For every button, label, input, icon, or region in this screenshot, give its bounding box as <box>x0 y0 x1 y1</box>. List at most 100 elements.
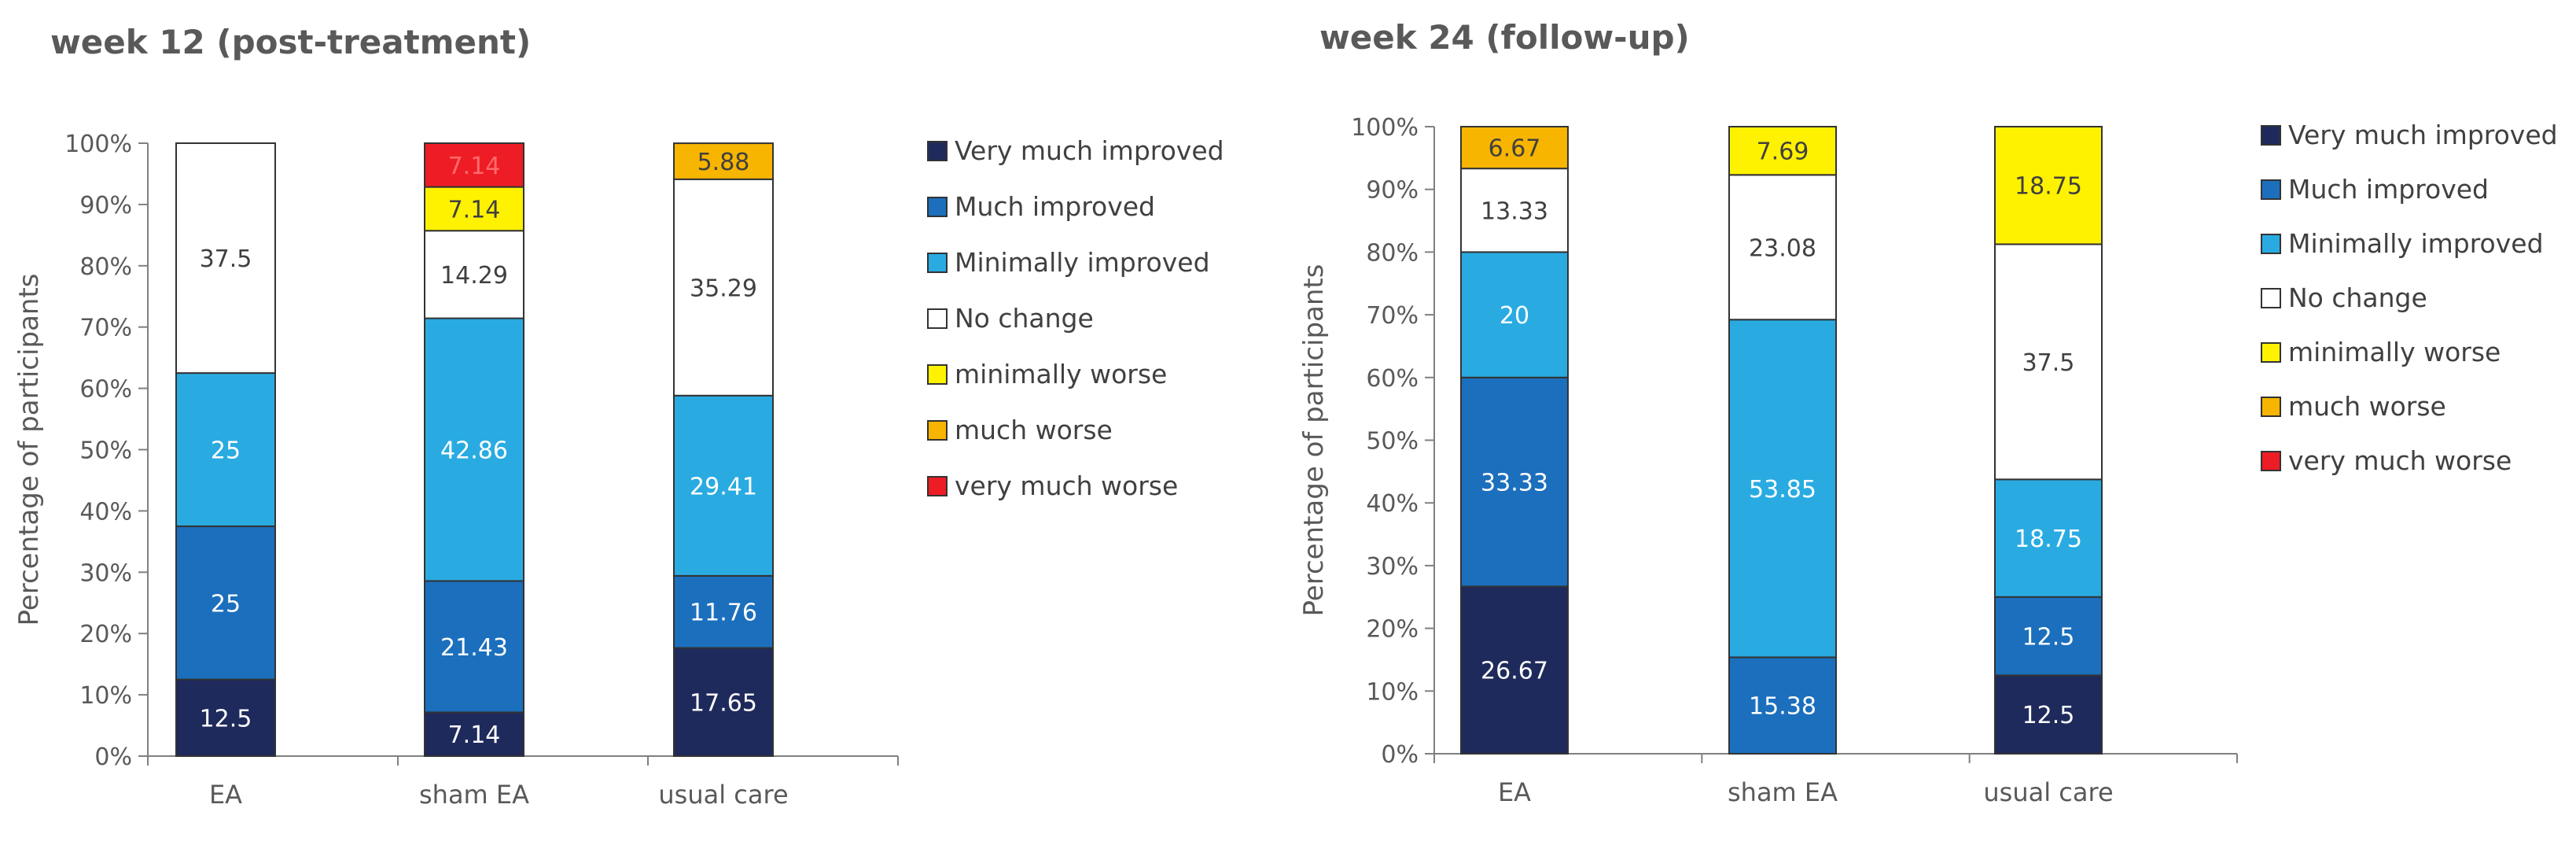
legend-entry: Much improved <box>2261 174 2489 205</box>
legend-swatch <box>927 308 948 329</box>
bar-segment <box>175 142 276 375</box>
data-label: 7.14 <box>448 196 501 223</box>
legend-swatch <box>927 197 948 217</box>
legend-swatch <box>2261 234 2281 254</box>
bar-segment <box>1460 126 1569 170</box>
bar-segment <box>1728 126 1837 176</box>
bar-segment <box>673 142 774 180</box>
y-tick-label: 40% <box>79 498 132 526</box>
legend-entry: minimally worse <box>2261 337 2501 367</box>
legend-label: No change <box>2288 282 2427 313</box>
y-tick-label: 80% <box>1366 239 1419 267</box>
legend-entry: much worse <box>927 415 1113 445</box>
y-tick-label: 60% <box>79 376 132 404</box>
data-label: 26.67 <box>1481 658 1548 685</box>
x-category-label: sham EA <box>1728 777 1838 807</box>
data-label: 18.75 <box>2015 526 2082 553</box>
bar-segment <box>673 178 774 397</box>
data-label: 7.14 <box>448 153 501 180</box>
data-label: 11.76 <box>690 600 757 627</box>
y-axis-title: Percentage of participants <box>13 274 45 626</box>
chart-title: week 12 (post-treatment) <box>50 23 531 61</box>
y-tick-label: 30% <box>79 559 132 587</box>
data-label: 17.65 <box>690 689 757 717</box>
legend-entry: very much worse <box>927 470 1178 501</box>
data-label: 14.29 <box>440 262 508 290</box>
data-label: 12.5 <box>2022 702 2075 729</box>
bar-segment <box>1994 243 2103 481</box>
bar-segment <box>175 372 276 527</box>
x-category-label: EA <box>209 780 242 810</box>
legend-label: very much worse <box>2288 445 2512 476</box>
y-tick-label: 30% <box>1366 553 1419 581</box>
bar-segment <box>673 394 774 577</box>
y-tick-label: 40% <box>1366 490 1419 518</box>
data-label: 53.85 <box>1749 476 1816 504</box>
legend-entry: Very much improved <box>2261 120 2558 150</box>
data-label: 15.38 <box>1749 693 1816 721</box>
legend-entry: No change <box>927 303 1094 334</box>
data-label: 5.88 <box>697 149 750 176</box>
bar-segment <box>1994 126 2103 245</box>
bar-segment <box>1460 376 1569 588</box>
bar-segment <box>1460 251 1569 378</box>
legend-label: very much worse <box>955 470 1178 501</box>
data-label: 25 <box>211 437 241 465</box>
bar-segment <box>424 711 524 757</box>
legend-label: Very much improved <box>955 135 1224 166</box>
y-tick-label: 60% <box>1366 365 1419 393</box>
legend-swatch <box>2261 288 2281 308</box>
legend-swatch <box>927 253 948 273</box>
legend-label: much worse <box>2288 391 2446 422</box>
data-label: 23.08 <box>1749 234 1816 262</box>
bar-segment <box>424 230 524 319</box>
bar-segment <box>175 678 276 757</box>
y-axis-title: Percentage of participants <box>1298 264 1330 617</box>
data-label: 35.29 <box>690 275 757 302</box>
x-category-label: sham EA <box>419 780 529 810</box>
legend-label: minimally worse <box>2288 337 2501 367</box>
legend-label: Minimally improved <box>955 247 1210 278</box>
data-label: 6.67 <box>1489 135 1541 163</box>
bar-segment <box>424 580 524 714</box>
legend-label: No change <box>955 303 1094 334</box>
legend-swatch <box>927 364 948 385</box>
data-label: 7.69 <box>1757 138 1809 166</box>
legend-label: minimally worse <box>955 359 1167 389</box>
legend-swatch <box>2261 179 2281 200</box>
bar-segment <box>424 186 524 232</box>
y-tick-label: 0% <box>94 744 132 771</box>
legend-entry: Much improved <box>927 191 1155 222</box>
legend-label: Much improved <box>955 191 1155 222</box>
x-category-label: usual care <box>1983 777 2113 807</box>
legend-label: Minimally improved <box>2288 228 2544 259</box>
legend-label: Much improved <box>2288 174 2489 205</box>
chart-1: week 12 (post-treatment) 0% 10% 20% 30% 40% 50… <box>13 23 1224 810</box>
legend-entry: Minimally improved <box>927 247 1210 278</box>
data-label: 13.33 <box>1481 197 1548 225</box>
legend-entry: very much worse <box>2261 445 2512 476</box>
data-label: 33.33 <box>1481 470 1548 497</box>
data-label: 20 <box>1500 302 1529 330</box>
legend-swatch <box>927 476 948 496</box>
y-tick-label: 50% <box>79 437 132 465</box>
data-label: 7.14 <box>448 721 501 749</box>
data-label: 12.5 <box>2022 624 2075 651</box>
legend-swatch <box>2261 451 2281 471</box>
y-tick-label: 50% <box>1366 428 1419 456</box>
legend-label: Very much improved <box>2288 120 2558 150</box>
bar-segment <box>1728 174 1837 321</box>
data-label: 18.75 <box>2015 173 2082 201</box>
bar-segment <box>1994 478 2103 598</box>
legend-swatch <box>2261 342 2281 363</box>
chart-2: week 24 (follow-up) 0% 10% 20% 30% 40% 50% 60% 7… <box>1298 18 2558 807</box>
y-tick-label: 70% <box>79 315 132 342</box>
y-tick-label: 100% <box>64 131 132 158</box>
y-tick-label: 0% <box>1381 741 1419 769</box>
x-category-label: EA <box>1498 777 1531 807</box>
legend-entry: No change <box>2261 282 2427 313</box>
data-label: 37.5 <box>2022 349 2075 377</box>
legend-swatch <box>2261 397 2281 417</box>
y-tick-label: 80% <box>79 253 132 281</box>
